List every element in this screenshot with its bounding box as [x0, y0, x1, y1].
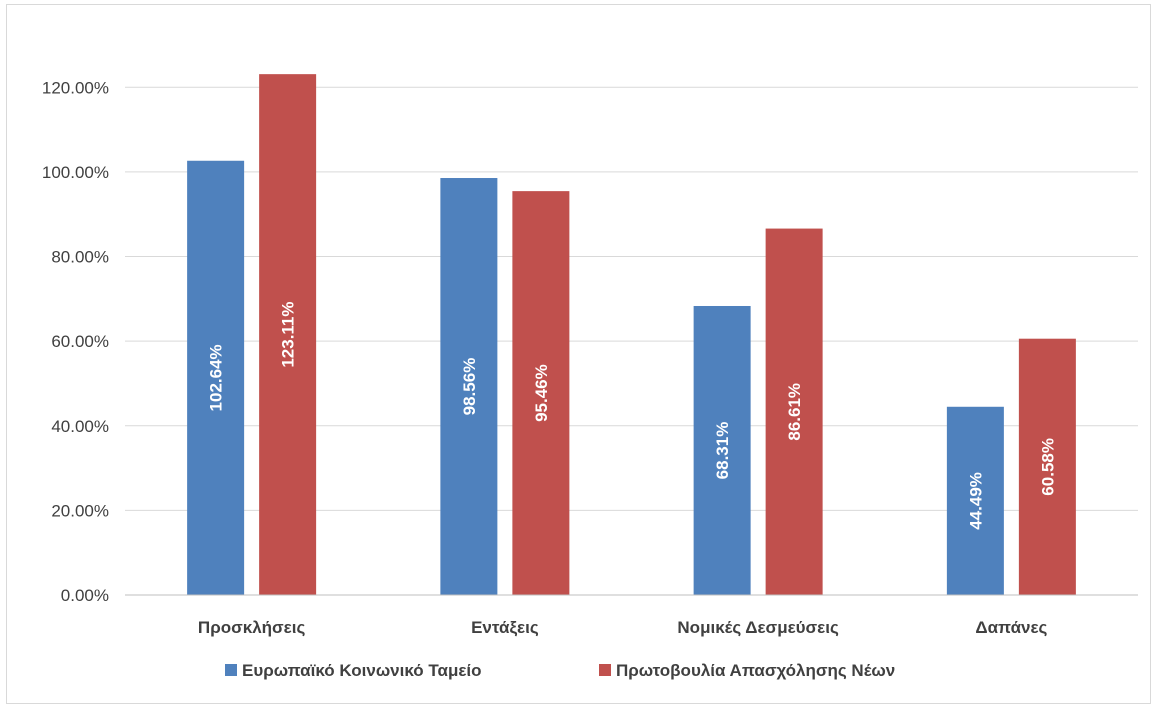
legend-swatch	[225, 664, 237, 676]
x-category-label: Εντάξεις	[471, 618, 539, 637]
bars	[187, 74, 1076, 596]
legend-swatch	[599, 664, 611, 676]
data-labels: 102.64% 123.11% 98.56% 95.46% 68.31% 86.61% 44…	[207, 301, 1058, 529]
bar	[693, 305, 751, 595]
x-category-label: Νομικές Δεσμεύσεις	[677, 618, 839, 637]
data-label: 102.64%	[207, 344, 226, 411]
y-tick-label: 100.00%	[42, 163, 109, 182]
bar	[440, 178, 498, 595]
y-tick-label: 80.00%	[51, 248, 109, 267]
bar	[765, 228, 823, 596]
bar	[946, 406, 1004, 595]
data-label: 60.58%	[1038, 438, 1057, 496]
bar	[187, 160, 245, 595]
data-label: 123.11%	[279, 301, 298, 367]
bar-chart: 0.00% 20.00% 40.00% 60.00% 80.00% 100.00% 120.…	[42, 74, 1138, 680]
y-tick-label: 120.00%	[42, 78, 109, 97]
y-tick-label: 20.00%	[51, 501, 109, 520]
legend-label: Ευρωπαϊκό Κοινωνικό Ταμείο	[242, 661, 482, 680]
x-category-label: Δαπάνες	[975, 618, 1047, 637]
chart-frame: 0.00% 20.00% 40.00% 60.00% 80.00% 100.00% 120.…	[6, 4, 1151, 704]
legend: Ευρωπαϊκό Κοινωνικό Ταμείο Πρωτοβουλία Απ…	[225, 661, 895, 680]
x-category-label: Προσκλήσεις	[198, 618, 306, 637]
y-axis-ticks: 0.00% 20.00% 40.00% 60.00% 80.00% 100.00% 120.…	[42, 78, 109, 605]
legend-label: Πρωτοβουλία Απασχόλησης Νέων	[616, 661, 895, 680]
bar	[1018, 338, 1076, 595]
data-label: 68.31%	[713, 422, 732, 480]
data-label: 86.61%	[785, 383, 804, 441]
y-tick-label: 60.00%	[51, 332, 109, 351]
y-tick-label: 0.00%	[61, 586, 109, 605]
x-axis-categories: Προσκλήσεις Εντάξεις Νομικές Δεσμεύσεις Δαπ…	[198, 618, 1048, 637]
bar	[259, 74, 317, 595]
bar	[512, 191, 570, 595]
data-label: 95.46%	[532, 364, 551, 422]
y-tick-label: 40.00%	[51, 417, 109, 436]
data-label: 44.49%	[966, 472, 985, 530]
data-label: 98.56%	[460, 358, 479, 416]
